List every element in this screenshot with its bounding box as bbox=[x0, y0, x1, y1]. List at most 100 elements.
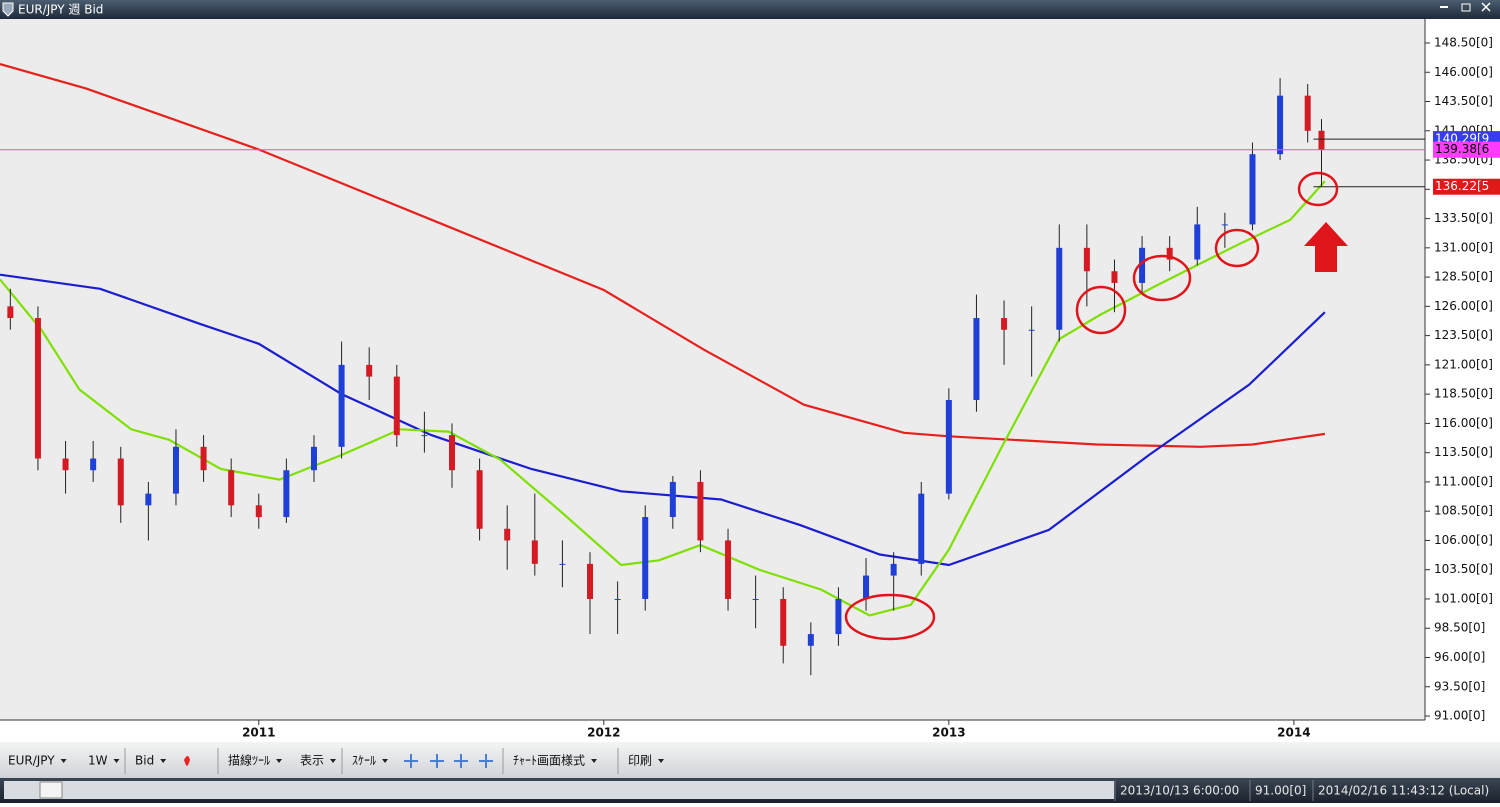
candle-body bbox=[172, 446, 179, 494]
candle-body bbox=[117, 458, 124, 506]
highlight-circle bbox=[1214, 228, 1260, 268]
dropdown-arrow bbox=[276, 759, 283, 763]
x-tick-label: 2012 bbox=[587, 726, 620, 740]
candle-body bbox=[1056, 247, 1063, 330]
candle-body bbox=[145, 493, 152, 506]
minimize-button[interactable] bbox=[1440, 6, 1448, 8]
status-text: 91.00[0] bbox=[1255, 784, 1306, 798]
candle-body bbox=[973, 318, 980, 400]
close-button[interactable] bbox=[1481, 2, 1491, 12]
candle-body bbox=[918, 493, 925, 564]
dropdown-arrow bbox=[60, 759, 67, 763]
y-tick-label: 111.00[0] bbox=[1434, 474, 1493, 488]
toolbar-button[interactable]: 印刷 bbox=[628, 754, 652, 768]
x-tick-label: 2011 bbox=[242, 726, 275, 740]
y-tick-label: 148.50[0] bbox=[1434, 35, 1493, 49]
candle-body bbox=[283, 470, 290, 518]
toolbar-items: EUR/JPY 1W Bid 描線ﾂｰﾙ 表示 ｽｹｰﾙ ﾁｬｰﾄ画面様式 印刷 bbox=[8, 748, 665, 774]
candle-body bbox=[697, 481, 704, 541]
highlight-circle bbox=[1075, 285, 1127, 335]
candle-body bbox=[310, 446, 317, 471]
candle-body bbox=[1318, 130, 1325, 150]
y-tick-label: 108.50[0] bbox=[1434, 504, 1493, 518]
y-tick-label: 96.00[0] bbox=[1434, 650, 1485, 664]
price-tag-label: 139.38[6 bbox=[1435, 142, 1489, 156]
candle-body bbox=[1304, 95, 1311, 131]
candle-body bbox=[338, 364, 345, 447]
candle-body bbox=[587, 563, 594, 599]
candle-body bbox=[448, 435, 455, 471]
candle-body bbox=[34, 318, 41, 459]
status-items: 2013/10/13 6:00:00 91.00[0] 2014/02/16 11:… bbox=[1114, 780, 1489, 801]
dropdown-arrow bbox=[160, 759, 167, 763]
toolbar-button[interactable]: ﾁｬｰﾄ画面様式 bbox=[513, 754, 585, 768]
y-tick-label: 106.00[0] bbox=[1434, 533, 1493, 547]
candle-body bbox=[1249, 154, 1256, 225]
candle-body bbox=[614, 598, 621, 600]
toolbar-button[interactable]: 表示 bbox=[300, 754, 324, 768]
toolbar-icons bbox=[184, 754, 493, 768]
candle-body bbox=[255, 505, 262, 518]
candle-body bbox=[559, 563, 566, 565]
annotations bbox=[844, 171, 1339, 641]
candle-body bbox=[807, 634, 814, 646]
candle-body bbox=[835, 598, 842, 635]
candle-body bbox=[945, 399, 952, 494]
y-tick-label: 128.50[0] bbox=[1434, 270, 1493, 284]
chart: 148.50[0]146.00[0]143.50[0]141.00[0]138.… bbox=[0, 35, 1500, 740]
candle-body bbox=[642, 517, 649, 599]
candle-body bbox=[1221, 224, 1228, 226]
candle-body bbox=[476, 470, 483, 529]
scrollbar-track[interactable] bbox=[4, 781, 1114, 799]
title-bar bbox=[0, 0, 1500, 19]
dropdown-arrow bbox=[658, 759, 665, 763]
scale-icons[interactable] bbox=[404, 754, 493, 768]
candle-body bbox=[863, 575, 870, 599]
status-text: 2013/10/13 6:00:00 bbox=[1120, 784, 1239, 798]
y-tick-label: 123.50[0] bbox=[1434, 328, 1493, 342]
candle-body bbox=[780, 598, 787, 646]
candle-body bbox=[1139, 247, 1146, 283]
toolbar-button[interactable]: 描線ﾂｰﾙ bbox=[228, 753, 270, 768]
status-text: 2014/02/16 11:43:12 (Local) bbox=[1318, 784, 1489, 798]
moving-average-line bbox=[0, 180, 1326, 617]
plot-area bbox=[0, 19, 1425, 720]
candle-body bbox=[228, 470, 235, 506]
y-tick-label: 118.50[0] bbox=[1434, 387, 1493, 401]
toolbar-button[interactable]: EUR/JPY bbox=[8, 754, 55, 768]
candle-body bbox=[531, 540, 538, 564]
up-arrow bbox=[1304, 222, 1348, 272]
time-axis bbox=[0, 720, 1500, 742]
y-tick-label: 131.00[0] bbox=[1434, 240, 1493, 254]
candle-body bbox=[1111, 271, 1118, 283]
y-tick-label: 101.00[0] bbox=[1434, 591, 1493, 605]
toolbar-button[interactable]: ｽｹｰﾙ bbox=[352, 754, 376, 768]
candle-body bbox=[62, 458, 69, 471]
scrollbar-thumb[interactable] bbox=[39, 781, 63, 799]
toolbar-button[interactable]: 1W bbox=[88, 754, 108, 768]
candle-body bbox=[890, 563, 897, 576]
candle-body bbox=[421, 435, 428, 437]
restore-button[interactable] bbox=[1461, 3, 1471, 12]
candle-body bbox=[1194, 224, 1201, 260]
dropdown-arrow bbox=[382, 759, 389, 763]
highlight-circle bbox=[844, 593, 936, 641]
price-tag bbox=[1433, 141, 1500, 158]
candle-body bbox=[752, 598, 759, 600]
candle-body bbox=[1028, 329, 1035, 331]
app-icon bbox=[2, 2, 14, 17]
toolbar bbox=[0, 742, 1500, 778]
candle-body bbox=[1001, 318, 1008, 330]
color-icon[interactable] bbox=[184, 756, 190, 766]
y-tick-label: 121.00[0] bbox=[1434, 357, 1493, 371]
dropdown-arrow bbox=[330, 759, 337, 763]
toolbar-button[interactable]: Bid bbox=[135, 754, 154, 768]
window-title: EUR/JPY 週 Bid bbox=[18, 3, 103, 17]
dropdown-arrow bbox=[591, 759, 598, 763]
price-tag bbox=[1433, 178, 1500, 195]
y-tick-label: 126.00[0] bbox=[1434, 299, 1493, 313]
highlight-circle bbox=[1132, 254, 1192, 302]
y-tick-label: 103.50[0] bbox=[1434, 562, 1493, 576]
x-tick-label: 2014 bbox=[1277, 726, 1310, 740]
